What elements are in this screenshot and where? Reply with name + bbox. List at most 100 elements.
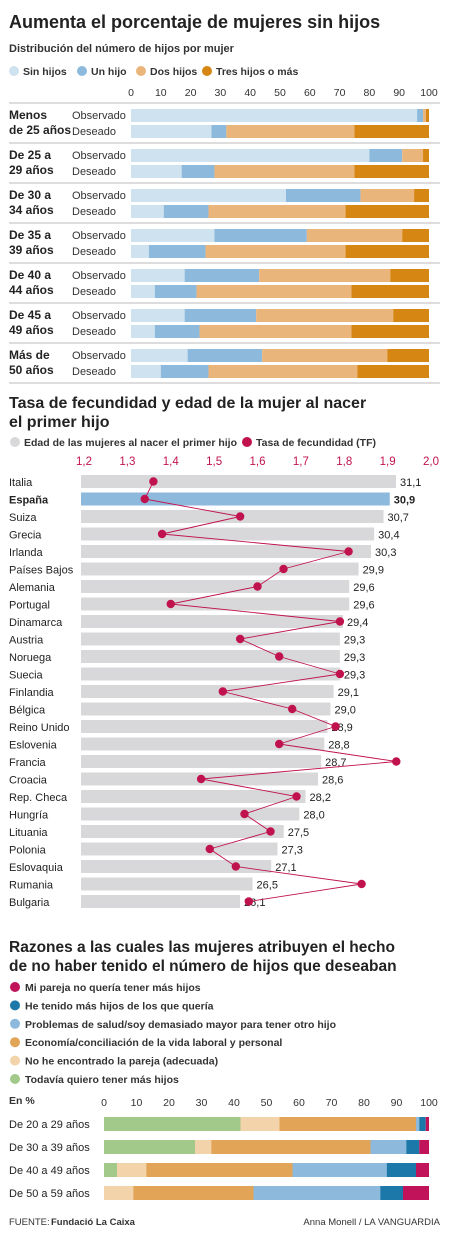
chart3-bar-segment — [292, 1163, 387, 1177]
chart2-age-bar — [81, 685, 334, 698]
chart2-title-line2: el primer hijo — [9, 414, 110, 431]
chart1-row-label: Observado — [72, 270, 126, 282]
legend3-label: Economía/conciliación de la vida laboral… — [25, 1037, 282, 1049]
legend1-swatch — [77, 66, 87, 76]
chart1-group-label: 39 años — [9, 243, 54, 257]
chart1-x-tick: 10 — [155, 87, 167, 99]
chart3-legend: Mi pareja no quería tener más hijos He te… — [10, 982, 336, 1086]
chart1-x-tick: 30 — [215, 87, 227, 99]
chart2-country-label: Finlandia — [9, 687, 55, 699]
chart2-tf-point — [357, 879, 366, 889]
chart2-age-bar — [81, 877, 253, 891]
chart1-bar-segment — [369, 149, 403, 162]
chart1-bar-segment — [131, 285, 155, 298]
chart1-bar-segment — [226, 125, 355, 138]
chart1-bar-segment — [131, 189, 286, 202]
chart3-title-line1: Razones a las cuales las mujeres atribuy… — [9, 939, 395, 956]
chart2-age-bar — [81, 562, 359, 576]
chart1-group-label: de 25 años — [9, 123, 71, 137]
chart1-bar-segment — [131, 245, 149, 258]
chart2-age-bar — [81, 545, 372, 558]
chart2-country-label: Reino Unido — [9, 722, 70, 734]
legend3-swatch — [10, 1037, 20, 1048]
chart2-age-value: 29,9 — [363, 565, 384, 577]
chart1-bar-segment — [214, 229, 307, 242]
chart3-bar-segment — [146, 1163, 293, 1177]
chart2-age-value: 29,6 — [353, 600, 374, 612]
chart1-row-label: Deseado — [72, 326, 116, 338]
legend1-label: Un hijo — [91, 66, 127, 78]
chart3-x-tick: 40 — [228, 1097, 240, 1109]
chart2-tf-point — [149, 477, 158, 486]
chart1-bar-segment — [148, 245, 206, 258]
chart1-bar-segment — [131, 205, 164, 218]
legend3-label: No he encontrado la pareja (adecuada) — [25, 1056, 218, 1068]
chart1-bar-segment — [154, 325, 200, 338]
legend1-swatch — [202, 66, 212, 76]
chart1-bar-segment — [184, 309, 257, 322]
chart2-tf-point — [274, 652, 284, 661]
chart2-age-value: 28,2 — [310, 792, 331, 804]
chart1-bar-segment — [423, 109, 427, 122]
chart1-bar-segment — [393, 309, 429, 322]
chart1-group-label: De 45 a — [9, 308, 51, 322]
chart2-country-label: Suiza — [9, 512, 37, 524]
chart3-bar-segment — [104, 1140, 195, 1154]
chart1-bar-segment — [131, 269, 185, 282]
footer-source-label: FUENTE: — [9, 1217, 50, 1228]
chart1-row-label: Deseado — [72, 206, 116, 218]
chart1-bar-segment — [131, 365, 161, 378]
chart1-bar-segment — [131, 165, 182, 178]
chart2-country-label: Portugal — [9, 600, 50, 612]
chart3-bar-segment — [133, 1186, 254, 1200]
chart2-tf-point — [292, 792, 301, 801]
legend1-label: Sin hijos — [23, 66, 67, 78]
legend1-label: Dos hijos — [150, 66, 197, 78]
chart2-age-bar — [81, 510, 384, 523]
chart3-bar-segment — [403, 1186, 429, 1200]
chart2-tf-point — [166, 599, 175, 609]
chart2-age-value: 30,9 — [394, 495, 415, 507]
chart2-age-value: 29,6 — [353, 582, 374, 594]
legend3-swatch — [10, 1074, 20, 1084]
chart2-age-bar — [81, 580, 350, 593]
chart1-bar-segment — [154, 285, 197, 298]
legend3-label: Problemas de salud/soy demasiado mayor p… — [25, 1019, 336, 1031]
chart1-bar-segment — [131, 149, 370, 162]
chart2-age-value: 27,3 — [281, 845, 302, 857]
chart2-age-bar — [81, 895, 241, 908]
legend-tf-label: Tasa de fecundidad (TF) — [256, 437, 376, 449]
legend1-swatch — [136, 66, 146, 76]
chart2-tf-point — [288, 704, 297, 714]
chart1-bar-segment — [131, 125, 212, 138]
chart1-bar-segment — [131, 309, 185, 322]
chart2-tf-tick: 2,0 — [423, 456, 439, 468]
chart1-bar-segment — [131, 325, 155, 338]
chart3-bar-segment — [370, 1140, 407, 1154]
chart3-bar-segment — [425, 1117, 429, 1131]
chart2-age-bar — [81, 807, 300, 821]
chart2-age-bar — [81, 615, 343, 628]
chart1-bar-segment — [423, 149, 429, 162]
chart1-bar-segment — [387, 349, 429, 362]
chart2-tf-point — [218, 687, 227, 696]
chart1-group-label: Menos — [9, 108, 47, 122]
chart2-age-bar — [81, 667, 340, 681]
chart3-row-label: De 30 a 39 años — [9, 1142, 90, 1154]
chart1-bar-segment — [131, 229, 215, 242]
chart2-tf-point — [266, 827, 275, 836]
chart1-row-label: Deseado — [72, 286, 116, 298]
chart1-legend: Sin hijos Un hijo Dos hijos Tres hijos o má… — [9, 66, 298, 78]
chart1-x-tick: 0 — [128, 87, 134, 99]
chart1-bar-segment — [354, 125, 429, 138]
chart1-bar-segment — [285, 189, 361, 202]
chart2-age-bar — [81, 632, 340, 646]
chart2-tf-point — [240, 809, 249, 819]
chart1-bar-segment — [351, 325, 429, 338]
chart1-bar-segment — [208, 365, 358, 378]
chart2-tf-point — [253, 582, 262, 591]
chart2-tf-point — [392, 757, 401, 766]
chart1-group-label: De 40 a — [9, 268, 51, 282]
chart2-tf-point — [344, 547, 353, 556]
